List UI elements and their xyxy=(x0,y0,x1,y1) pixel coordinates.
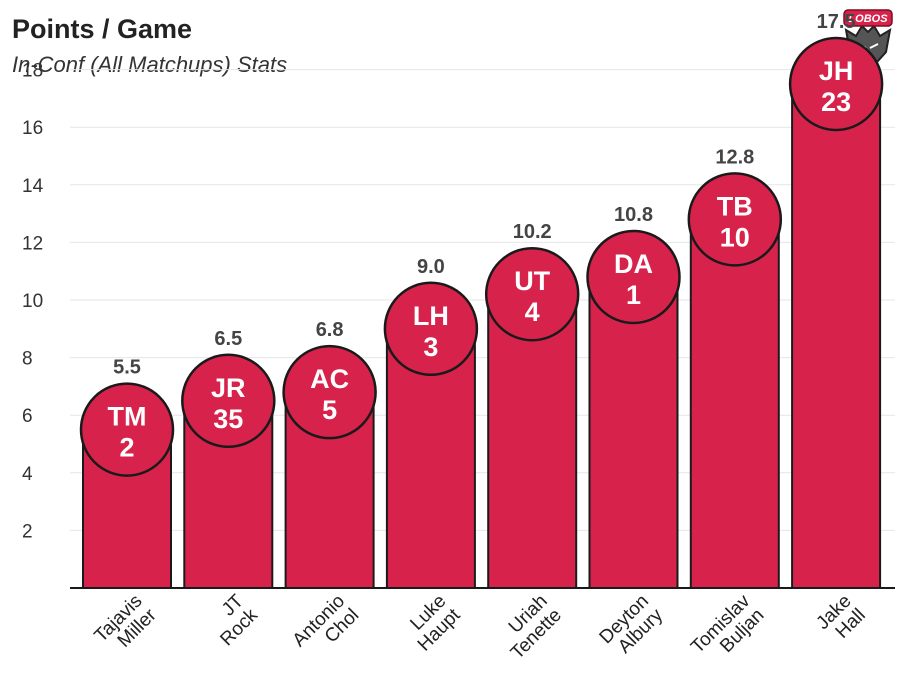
x-tick-label: JTRock xyxy=(202,590,262,650)
player-jersey-number: 23 xyxy=(821,87,851,117)
bar xyxy=(791,83,882,589)
player-jersey-number: 2 xyxy=(119,433,134,463)
player-jersey-number: 3 xyxy=(423,332,438,362)
player-initials: JR xyxy=(211,373,246,403)
logo-text: LOBOS xyxy=(848,13,888,25)
player-bubble xyxy=(79,382,175,477)
x-tick-label: DeytonAlbury xyxy=(596,590,668,662)
data-label: 12.8 xyxy=(715,146,754,168)
player-initials: DA xyxy=(614,249,653,279)
y-tick-label: 8 xyxy=(22,349,33,370)
player-initials: JH xyxy=(819,56,854,86)
y-tick-label: 16 xyxy=(22,118,43,139)
player-jersey-number: 1 xyxy=(626,280,641,310)
player-bubble xyxy=(788,36,884,132)
player-initials: AC xyxy=(310,364,349,394)
data-label: 6.8 xyxy=(316,319,344,341)
data-label: 10.8 xyxy=(614,204,653,226)
player-bubble xyxy=(484,246,580,342)
x-tick-label: AntonioChol xyxy=(289,591,364,666)
player-jersey-number: 35 xyxy=(213,404,243,434)
bar xyxy=(689,218,780,590)
x-tick-label: UriahTenette xyxy=(493,591,566,664)
y-tick-label: 4 xyxy=(22,464,33,485)
player-jersey-number: 4 xyxy=(525,297,540,327)
x-tick-label: LukeHaupt xyxy=(400,590,465,655)
y-tick-label: 6 xyxy=(22,406,33,427)
data-label: 10.2 xyxy=(513,221,552,243)
data-label: 5.5 xyxy=(113,357,141,379)
team-logo-icon: LOBOS xyxy=(843,9,893,74)
bar xyxy=(588,275,679,589)
x-tick-label: JakeHall xyxy=(812,591,869,648)
y-tick-label: 2 xyxy=(22,521,33,542)
player-initials: UT xyxy=(514,266,550,296)
x-tick-label: TajavisMiller xyxy=(91,590,161,660)
chart-title: Points / Game xyxy=(12,14,193,44)
data-label: 6.5 xyxy=(214,328,242,350)
y-tick-label: 12 xyxy=(22,233,43,254)
y-tick-label: 10 xyxy=(22,291,43,312)
chart-subtitle: In-Conf (All Matchups) Stats xyxy=(12,52,288,77)
x-tick-label: TomislavBuljan xyxy=(687,590,769,672)
y-tick-label: 14 xyxy=(22,176,44,197)
player-bubble xyxy=(687,172,783,267)
data-label: 17.5 xyxy=(817,11,856,33)
player-bubble xyxy=(181,353,276,449)
player-initials: TM xyxy=(108,402,147,432)
player-bubble xyxy=(586,229,681,325)
player-bubble xyxy=(282,344,377,440)
data-label: 9.0 xyxy=(417,256,445,278)
player-jersey-number: 5 xyxy=(322,395,337,425)
y-tick-label: 18 xyxy=(22,61,43,82)
player-bubble xyxy=(383,281,479,377)
player-jersey-number: 10 xyxy=(720,222,750,252)
bar xyxy=(487,293,578,589)
player-initials: TB xyxy=(717,191,753,221)
player-initials: LH xyxy=(413,301,449,331)
